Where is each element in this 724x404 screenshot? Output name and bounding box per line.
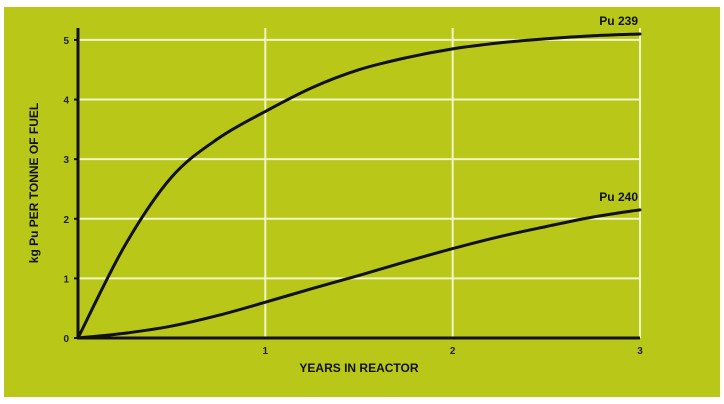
x-tick-label: 2	[450, 346, 456, 357]
y-axis-title: kg Pu PER TONNE OF FUEL	[27, 103, 41, 263]
axis-layer	[76, 28, 640, 340]
y-tick-label: 4	[63, 96, 69, 107]
x-axis-title: YEARS IN REACTOR	[299, 361, 418, 375]
x-tick-label: 3	[637, 346, 643, 357]
y-tick-label: 1	[63, 274, 69, 285]
series-layer	[76, 32, 642, 340]
y-tick-label: 5	[63, 36, 69, 47]
series-line-pu-239	[76, 32, 642, 340]
series-line-pu-240	[76, 208, 642, 340]
y-tick-label: 3	[63, 155, 69, 166]
tick-label-layer: 0 1 2 3 4 5 1 2 3	[63, 36, 643, 357]
series-label-pu240: Pu 240	[599, 190, 638, 204]
y-tick-label: 0	[63, 334, 69, 345]
y-tick-label: 2	[63, 215, 69, 226]
grid-layer	[78, 28, 641, 338]
series-label-pu239: Pu 239	[599, 14, 638, 28]
x-tick-label: 1	[263, 346, 269, 357]
